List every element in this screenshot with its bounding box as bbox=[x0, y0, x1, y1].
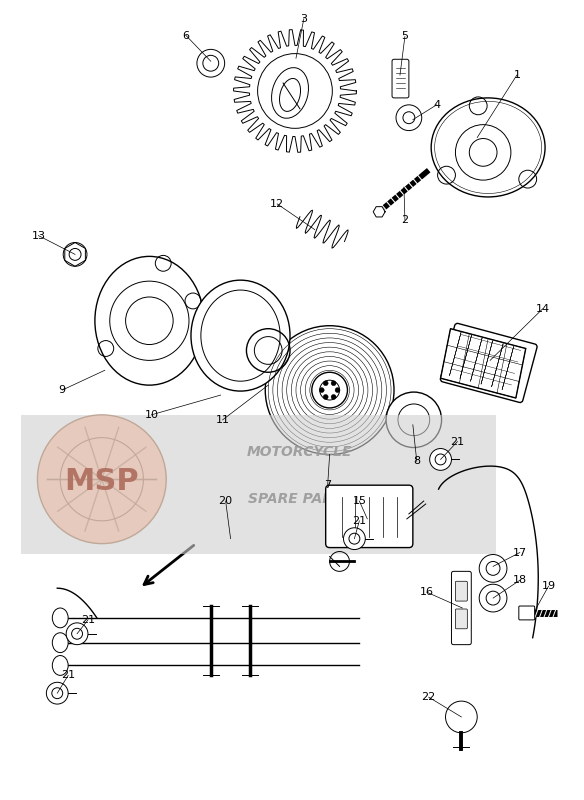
FancyBboxPatch shape bbox=[392, 59, 409, 98]
Circle shape bbox=[386, 392, 442, 447]
Text: MOTORCYCLE: MOTORCYCLE bbox=[247, 445, 353, 458]
Circle shape bbox=[323, 394, 328, 399]
Circle shape bbox=[285, 81, 305, 101]
Text: 16: 16 bbox=[420, 587, 434, 597]
Text: 7: 7 bbox=[324, 480, 331, 490]
Ellipse shape bbox=[191, 280, 290, 391]
Ellipse shape bbox=[431, 98, 545, 197]
Text: 9: 9 bbox=[58, 385, 66, 395]
Circle shape bbox=[331, 381, 336, 386]
Text: 3: 3 bbox=[300, 14, 307, 24]
Text: 21: 21 bbox=[81, 615, 95, 625]
Ellipse shape bbox=[280, 78, 301, 111]
Text: 15: 15 bbox=[352, 496, 366, 506]
Text: 21: 21 bbox=[352, 516, 366, 526]
Circle shape bbox=[319, 388, 324, 393]
Ellipse shape bbox=[53, 633, 68, 653]
Text: 8: 8 bbox=[413, 457, 420, 466]
Bar bbox=[20, 415, 496, 554]
Text: 13: 13 bbox=[32, 230, 46, 241]
FancyBboxPatch shape bbox=[456, 609, 467, 629]
Ellipse shape bbox=[95, 256, 204, 385]
Text: 11: 11 bbox=[215, 415, 230, 425]
Circle shape bbox=[258, 54, 332, 128]
Ellipse shape bbox=[53, 655, 68, 675]
Circle shape bbox=[265, 326, 394, 454]
Text: 22: 22 bbox=[422, 692, 436, 702]
FancyBboxPatch shape bbox=[326, 485, 413, 547]
Text: 2: 2 bbox=[401, 214, 408, 225]
Text: 10: 10 bbox=[144, 410, 158, 420]
Circle shape bbox=[335, 388, 340, 393]
FancyBboxPatch shape bbox=[519, 606, 535, 620]
Circle shape bbox=[323, 381, 328, 386]
Circle shape bbox=[66, 623, 88, 645]
Circle shape bbox=[46, 682, 68, 704]
Text: 19: 19 bbox=[541, 582, 555, 591]
FancyBboxPatch shape bbox=[456, 582, 467, 601]
Text: 1: 1 bbox=[513, 70, 520, 80]
Text: 17: 17 bbox=[513, 547, 527, 558]
FancyBboxPatch shape bbox=[451, 571, 471, 645]
Text: SPARE PARTS: SPARE PARTS bbox=[248, 492, 352, 506]
FancyBboxPatch shape bbox=[440, 323, 537, 402]
Circle shape bbox=[312, 372, 347, 408]
Polygon shape bbox=[440, 329, 526, 398]
Text: 12: 12 bbox=[270, 199, 284, 209]
Text: 21: 21 bbox=[450, 437, 464, 446]
Text: 20: 20 bbox=[218, 496, 232, 506]
Text: 21: 21 bbox=[61, 670, 75, 680]
Ellipse shape bbox=[272, 68, 308, 118]
Circle shape bbox=[430, 449, 451, 470]
Ellipse shape bbox=[201, 290, 280, 381]
Text: MSP: MSP bbox=[64, 466, 139, 496]
Ellipse shape bbox=[53, 608, 68, 628]
Polygon shape bbox=[373, 206, 385, 217]
Circle shape bbox=[343, 528, 366, 550]
Circle shape bbox=[331, 394, 336, 399]
Text: 4: 4 bbox=[433, 100, 440, 110]
Text: 14: 14 bbox=[536, 304, 550, 314]
Circle shape bbox=[37, 415, 166, 544]
Text: 6: 6 bbox=[183, 30, 190, 41]
Text: 18: 18 bbox=[513, 575, 527, 586]
Text: 5: 5 bbox=[401, 31, 408, 42]
